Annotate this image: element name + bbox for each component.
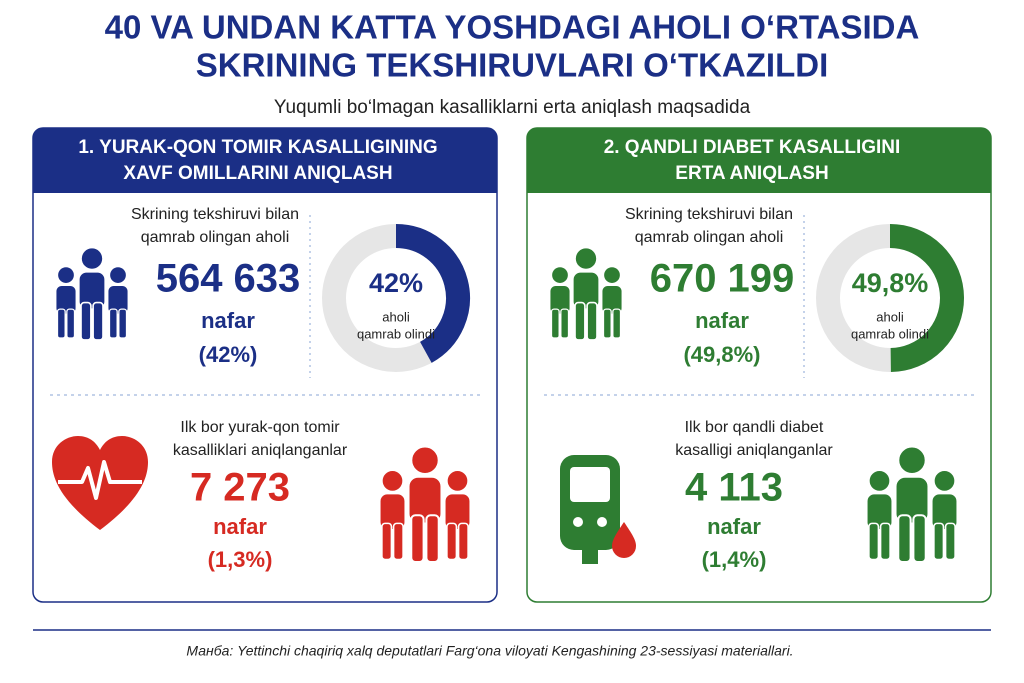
title: 40 VA UNDAN KATTA YOSHDAGI AHOLI O‘RTASI…	[105, 9, 920, 46]
blood-drop	[612, 522, 636, 558]
panel-heading: 2. QANDLI DIABET KASALLIGINI	[604, 137, 901, 158]
coverage-label: Skrining tekshiruvi bilan	[625, 206, 793, 223]
detected-unit: nafar	[213, 514, 267, 539]
gauge-arc	[395, 224, 470, 363]
subtitle: Yuqumli bo‘lmagan kasalliklarni erta ani…	[274, 97, 751, 118]
coverage-share: (49,8%)	[683, 342, 760, 367]
detected-share: (1,4%)	[702, 547, 767, 572]
coverage-unit: nafar	[201, 308, 255, 333]
source: Манба: Yettinchi chaqiriq xalq deputatla…	[186, 643, 793, 659]
meter-screen	[570, 467, 610, 502]
gauge-caption: qamrab olindi	[357, 326, 435, 341]
gauge-caption: aholi	[382, 309, 410, 324]
panel-heading: ERTA ANIQLASH	[675, 163, 828, 184]
panel-header	[33, 128, 497, 193]
coverage-number: 670 199	[650, 257, 795, 301]
detected-label: kasalligi aniqlanganlar	[675, 442, 833, 459]
detected-label: Ilk bor qandli diabet	[685, 419, 824, 436]
coverage-label: Skrining tekshiruvi bilan	[131, 206, 299, 223]
panel-heading: XAVF OMILLARINI ANIQLASH	[123, 163, 392, 184]
title: SKRINING TEKSHIRUVLARI O‘TKAZILDI	[196, 47, 829, 84]
coverage-label: qamrab olingan aholi	[635, 229, 784, 246]
pulse-line	[58, 460, 142, 500]
detected-unit: nafar	[707, 514, 761, 539]
gauge-arc	[889, 224, 964, 372]
coverage-unit: nafar	[695, 308, 749, 333]
meter-button	[597, 517, 607, 527]
meter-strip	[582, 548, 598, 564]
panel-header	[527, 128, 991, 193]
detected-label: kasalliklari aniqlanganlar	[173, 442, 348, 459]
coverage-number: 564 633	[156, 257, 301, 301]
detected-share: (1,3%)	[208, 547, 273, 572]
panel-heading: 1. YURAK-QON TOMIR KASALLIGINING	[78, 137, 437, 158]
gauge-caption: qamrab olindi	[851, 326, 929, 341]
coverage-share: (42%)	[199, 342, 258, 367]
detected-label: Ilk bor yurak-qon tomir	[180, 419, 340, 436]
gauge-label: 49,8%	[852, 268, 929, 298]
detected-number: 7 273	[190, 466, 290, 510]
gauge-caption: aholi	[876, 309, 904, 324]
detected-number: 4 113	[685, 466, 783, 510]
meter-button	[573, 517, 583, 527]
gauge-label: 42%	[369, 268, 423, 298]
coverage-label: qamrab olingan aholi	[141, 229, 290, 246]
